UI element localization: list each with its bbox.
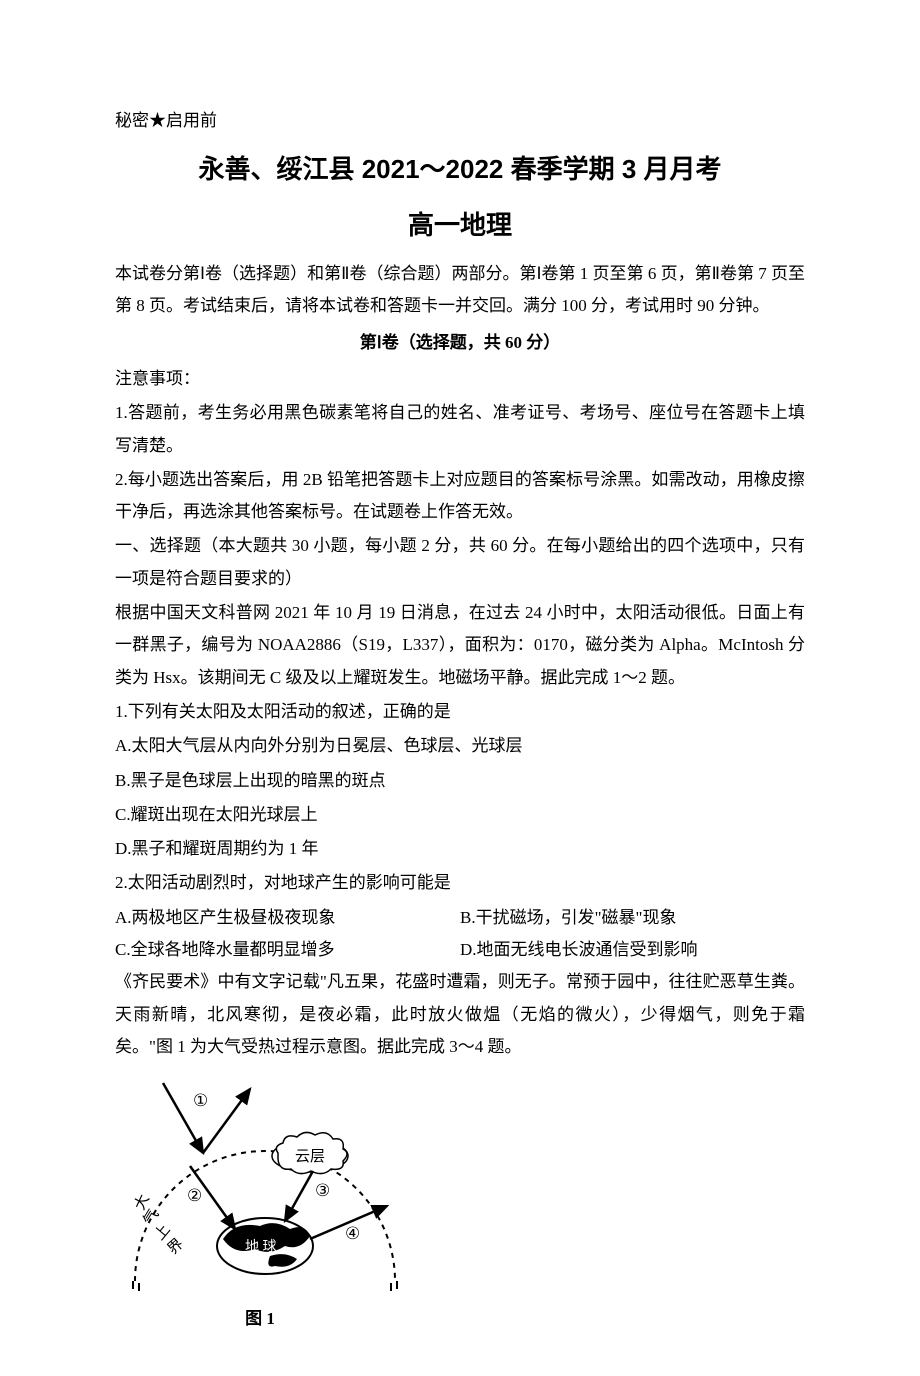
question-1-option-c: C.耀斑出现在太阳光球层上: [115, 799, 805, 831]
question-1-option-d: D.黑子和耀斑周期约为 1 年: [115, 833, 805, 865]
question-2-option-c: C.全球各地降水量都明显增多: [115, 934, 460, 966]
question-2-options: A.两极地区产生极昼极夜现象 B.干扰磁场，引发"磁暴"现象 C.全球各地降水量…: [115, 902, 805, 967]
question-2-option-b: B.干扰磁场，引发"磁暴"现象: [460, 902, 805, 934]
question-2-option-a: A.两极地区产生极昼极夜现象: [115, 902, 460, 934]
question-1-option-a: A.太阳大气层从内向外分别为日冕层、色球层、光球层: [115, 730, 805, 762]
figure-1-diagram: 大 气 上 界 云层 地 球 ① ② ③ ④: [115, 1071, 405, 1299]
arrow-2-label: ②: [187, 1186, 202, 1205]
question-1-stem: 1.下列有关太阳及太阳活动的叙述，正确的是: [115, 696, 805, 728]
cloud-label: 云层: [295, 1149, 325, 1165]
arrow-3-label: ③: [315, 1181, 330, 1200]
svg-text:界: 界: [165, 1236, 187, 1258]
exam-title-subject: 高一地理: [115, 201, 805, 250]
question-2-stem: 2.太阳活动剧烈时，对地球产生的影响可能是: [115, 867, 805, 899]
exam-intro: 本试卷分第Ⅰ卷（选择题）和第Ⅱ卷（综合题）两部分。第Ⅰ卷第 1 页至第 6 页，…: [115, 258, 805, 323]
exam-title-main: 永善、绥江县 2021～2022 春季学期 3 月月考: [115, 145, 805, 194]
question-2-option-d: D.地面无线电长波通信受到影响: [460, 934, 805, 966]
confidential-marker: 秘密★启用前: [115, 105, 805, 137]
passage-1: 根据中国天文科普网 2021 年 10 月 19 日消息，在过去 24 小时中，…: [115, 597, 805, 694]
figure-1-caption: 图 1: [115, 1303, 405, 1335]
arrow-4-label: ④: [345, 1224, 360, 1243]
figure-1-container: 大 气 上 界 云层 地 球 ① ② ③ ④: [115, 1071, 805, 1335]
question-1-option-b: B.黑子是色球层上出现的暗黑的斑点: [115, 765, 805, 797]
notice-item-1: 1.答题前，考生务必用黑色碳素笔将自己的姓名、准考证号、考场号、座位号在答题卡上…: [115, 397, 805, 462]
notice-item-2: 2.每小题选出答案后，用 2B 铅笔把答题卡上对应题目的答案标号涂黑。如需改动，…: [115, 464, 805, 529]
section-1-header: 第Ⅰ卷（选择题，共 60 分）: [115, 327, 805, 359]
arrow-1-label: ①: [193, 1091, 208, 1110]
earth-label: 地 球: [245, 1239, 277, 1255]
passage-2: 《齐民要术》中有文字记载"凡五果，花盛时遭霜，则无子。常预于园中，往往贮恶草生粪…: [115, 966, 805, 1063]
notice-label: 注意事项：: [115, 363, 805, 395]
mcq-section-intro: 一、选择题（本大题共 30 小题，每小题 2 分，共 60 分。在每小题给出的四…: [115, 530, 805, 595]
